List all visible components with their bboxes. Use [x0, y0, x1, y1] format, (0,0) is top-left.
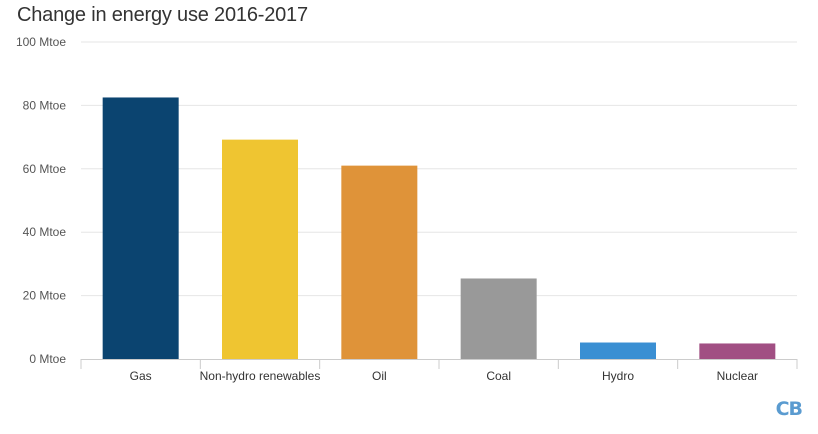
bar-non-hydro-renewables: [222, 139, 298, 359]
carbon-brief-logo: CB: [775, 398, 803, 420]
y-tick-label: 20 Mtoe: [23, 289, 67, 303]
bar-gas: [102, 97, 179, 359]
y-tick-label: 0 Mtoe: [29, 352, 66, 366]
x-axis-category-labels: Gas Non-hydro renewables Oil Coal Hydro Nucle…: [130, 369, 758, 383]
grid-lines: [81, 41, 797, 297]
x-tick-label: Coal: [486, 369, 511, 383]
x-tick-label: Nuclear: [717, 369, 758, 383]
bar-nuclear: [699, 343, 776, 359]
bars: [102, 97, 776, 359]
x-axis: [80, 359, 798, 369]
y-axis-tick-labels: 0 Mtoe 20 Mtoe 40 Mtoe 60 Mtoe 80 Mtoe 100 Mt…: [16, 35, 66, 366]
y-tick-label: 100 Mtoe: [16, 35, 66, 49]
bar-oil: [341, 165, 418, 359]
y-tick-label: 60 Mtoe: [23, 162, 67, 176]
bar-coal: [460, 278, 537, 359]
x-tick-label: Hydro: [602, 369, 634, 383]
y-tick-label: 80 Mtoe: [23, 98, 67, 112]
y-tick-label: 40 Mtoe: [23, 225, 67, 239]
x-tick-label: Oil: [372, 369, 387, 383]
chart-title: Change in energy use 2016-2017: [17, 4, 308, 26]
bar-hydro: [580, 342, 656, 359]
x-tick-label: Gas: [130, 369, 152, 383]
x-tick-label: Non-hydro renewables: [200, 369, 321, 383]
